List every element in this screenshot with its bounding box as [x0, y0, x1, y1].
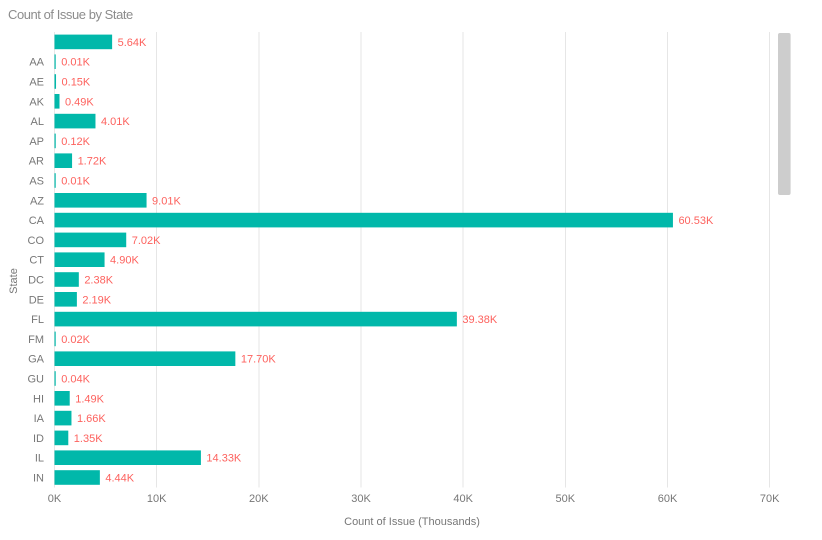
- svg-text:GA: GA: [28, 354, 45, 366]
- svg-text:GU: GU: [28, 374, 45, 386]
- svg-text:5.64K: 5.64K: [118, 37, 147, 49]
- svg-text:40K: 40K: [453, 493, 473, 505]
- svg-text:70K: 70K: [760, 493, 780, 505]
- svg-text:0.01K: 0.01K: [61, 57, 90, 69]
- svg-text:DC: DC: [28, 275, 44, 287]
- svg-text:0K: 0K: [48, 493, 62, 505]
- svg-text:FL: FL: [31, 314, 44, 326]
- svg-text:IA: IA: [34, 413, 45, 425]
- svg-text:1.66K: 1.66K: [77, 413, 106, 425]
- svg-text:AE: AE: [29, 77, 44, 89]
- svg-text:1.49K: 1.49K: [75, 393, 104, 405]
- svg-text:7.02K: 7.02K: [132, 235, 161, 247]
- svg-text:10K: 10K: [147, 493, 167, 505]
- svg-text:0.01K: 0.01K: [61, 176, 90, 188]
- svg-text:AS: AS: [29, 176, 44, 188]
- svg-text:CO: CO: [28, 235, 45, 247]
- svg-text:50K: 50K: [556, 493, 576, 505]
- svg-text:ID: ID: [33, 433, 44, 445]
- svg-text:FM: FM: [28, 334, 44, 346]
- svg-text:0.12K: 0.12K: [61, 136, 90, 148]
- svg-text:2.19K: 2.19K: [82, 294, 111, 306]
- svg-text:0.02K: 0.02K: [61, 334, 90, 346]
- svg-text:1.72K: 1.72K: [78, 156, 107, 168]
- svg-text:0.15K: 0.15K: [62, 77, 91, 89]
- svg-text:HI: HI: [33, 393, 44, 405]
- svg-text:AA: AA: [29, 57, 44, 69]
- svg-text:60.53K: 60.53K: [678, 215, 714, 227]
- svg-text:CT: CT: [29, 255, 44, 267]
- svg-text:4.90K: 4.90K: [110, 255, 139, 267]
- svg-text:30K: 30K: [351, 493, 371, 505]
- svg-text:4.01K: 4.01K: [101, 116, 130, 128]
- svg-text:DE: DE: [29, 294, 44, 306]
- svg-text:39.38K: 39.38K: [462, 314, 498, 326]
- svg-text:AZ: AZ: [30, 195, 44, 207]
- svg-text:AP: AP: [29, 136, 44, 148]
- svg-text:IL: IL: [35, 453, 44, 465]
- svg-text:0.04K: 0.04K: [61, 374, 90, 386]
- svg-text:AK: AK: [29, 96, 44, 108]
- svg-text:20K: 20K: [249, 493, 269, 505]
- svg-text:2.38K: 2.38K: [84, 275, 113, 287]
- svg-text:IN: IN: [33, 473, 44, 485]
- svg-text:60K: 60K: [658, 493, 678, 505]
- svg-text:AR: AR: [29, 156, 44, 168]
- svg-text:0.49K: 0.49K: [65, 96, 94, 108]
- svg-text:14.33K: 14.33K: [206, 453, 242, 465]
- svg-text:Count of Issue by State: Count of Issue by State: [8, 7, 133, 22]
- svg-text:Count of Issue (Thousands): Count of Issue (Thousands): [344, 516, 480, 528]
- svg-text:17.70K: 17.70K: [241, 354, 277, 366]
- svg-text:1.35K: 1.35K: [74, 433, 103, 445]
- svg-text:State: State: [8, 268, 20, 294]
- svg-text:4.44K: 4.44K: [105, 473, 134, 485]
- svg-text:AL: AL: [31, 116, 44, 128]
- svg-text:CA: CA: [29, 215, 45, 227]
- svg-text:9.01K: 9.01K: [152, 195, 181, 207]
